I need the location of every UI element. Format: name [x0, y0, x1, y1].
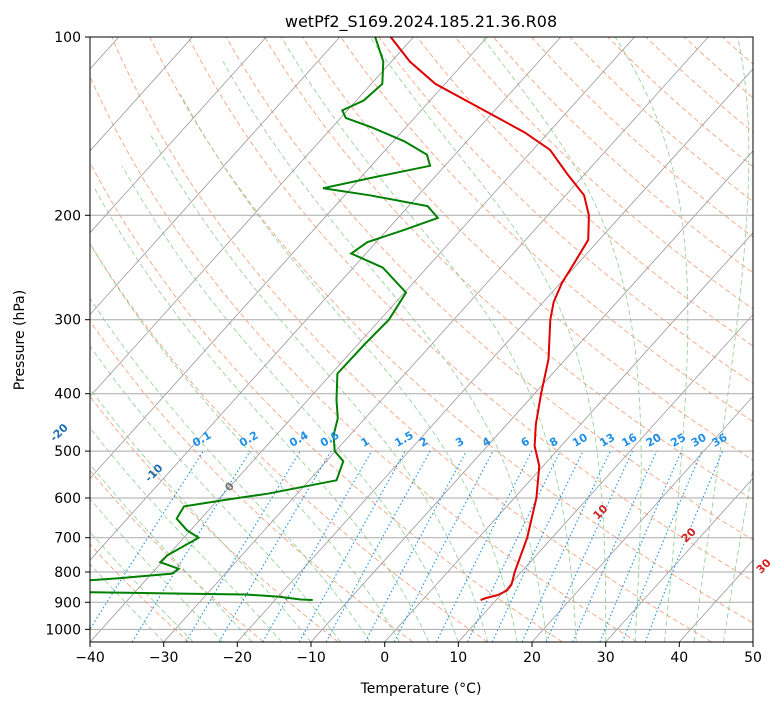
y-tick-label: 900 [54, 595, 81, 611]
isotherm-line [752, 641, 753, 642]
y-tick-label: 200 [54, 208, 81, 224]
isotherm-line [90, 37, 562, 561]
x-tick-label: −30 [149, 650, 179, 666]
y-tick-label: 500 [54, 444, 81, 460]
moist-adiabat-line [94, 188, 430, 642]
y-tick-label: 300 [54, 313, 81, 329]
y-tick-label: 100 [54, 30, 81, 46]
dry-adiabat-line [90, 75, 638, 642]
moist-adiabat-line [90, 427, 282, 642]
x-tick-label: −20 [223, 650, 253, 666]
y-tick-label: 700 [54, 531, 81, 547]
isotherm-line [90, 37, 341, 316]
dry-adiabat-line [264, 37, 753, 501]
isotherm-line [90, 37, 635, 642]
y-axis-label: Pressure (hPa) [12, 290, 28, 390]
y-tick-label: 600 [54, 491, 81, 507]
dry-adiabat-line [111, 37, 712, 642]
x-axis-label: Temperature (°C) [360, 681, 482, 697]
moist-adiabat-line [180, 94, 518, 642]
chart-title: wetPf2_S169.2024.185.21.36.R08 [285, 12, 557, 32]
moist-adiabat-line [90, 388, 312, 642]
dry-adiabat-line [90, 242, 488, 642]
moist-adiabat-line [614, 37, 689, 642]
isotherm-line [90, 37, 414, 398]
isotherm-line [90, 37, 193, 152]
temperature-profile-line [389, 37, 590, 601]
dry-adiabat-line [340, 37, 753, 423]
mixing-ratio-line [325, 450, 431, 642]
x-tick-label: −40 [75, 650, 105, 666]
dry-adiabat-label: -20 [48, 421, 71, 444]
moist-adiabat-line [90, 531, 194, 642]
dry-adiabat-line [149, 37, 753, 624]
y-tick-label: 800 [54, 565, 81, 581]
mixing-ratio-line [599, 450, 682, 642]
isotherm-line [605, 477, 753, 642]
dewpoint-profile-line [90, 37, 440, 601]
mixing-ratio-line [644, 450, 724, 642]
x-tick-label: 20 [523, 650, 541, 666]
y-tick-label: 400 [54, 387, 81, 403]
mixing-ratio-line [131, 450, 251, 642]
y-tick-label: 1000 [45, 622, 81, 638]
isotherm-line [310, 150, 753, 642]
moist-adiabat-line [369, 37, 607, 642]
mixing-ratio-line [298, 450, 406, 642]
dry-adiabat-line [454, 37, 753, 310]
x-tick-label: 10 [449, 650, 467, 666]
plot-background [90, 37, 753, 642]
isotherm-line [458, 313, 753, 642]
mixing-ratio-line [572, 450, 658, 642]
isotherm-line [531, 395, 753, 642]
x-tick-label: 30 [597, 650, 615, 666]
moist-adiabat-line [280, 37, 577, 642]
profiles [90, 37, 590, 601]
isotherm-line [90, 37, 267, 234]
mixing-ratio-line [90, 450, 204, 630]
moist-adiabat-line [693, 37, 750, 642]
dry-adiabat-line [90, 161, 563, 642]
moist-adiabat-line [723, 466, 753, 642]
x-tick-label: 40 [670, 650, 688, 666]
dry-adiabat-line [416, 37, 753, 347]
x-tick-label: 0 [380, 650, 389, 666]
moist-adiabat-line [481, 37, 642, 642]
moist-adiabat-line [121, 165, 459, 642]
dry-adiabat-line [90, 469, 264, 642]
mixing-ratio-line [435, 450, 533, 642]
plot-frame [89, 36, 754, 643]
mixing-ratio-line [545, 450, 633, 642]
moist-adiabat-line [90, 243, 400, 642]
isotherm-line [163, 37, 709, 642]
mixing-ratio-line [621, 450, 703, 642]
isotherm-line [237, 68, 753, 642]
x-tick-label: 50 [744, 650, 762, 666]
x-tick-label: −10 [296, 650, 326, 666]
moist-adiabat-line [90, 297, 371, 642]
isotherm-line [384, 232, 753, 642]
dry-adiabat-line [187, 37, 753, 582]
axis-ticks: −40 −30 −20 −10 0 10 20 30 40 50 100 200 300 400 500 60… [45, 30, 762, 666]
moist-adiabat-line [90, 563, 164, 642]
dry-adiabat-line [761, 37, 775, 642]
moist-adiabat-label: 30 [754, 556, 774, 576]
mixing-ratio-line [364, 450, 467, 642]
moist-adiabat-line [222, 61, 548, 642]
